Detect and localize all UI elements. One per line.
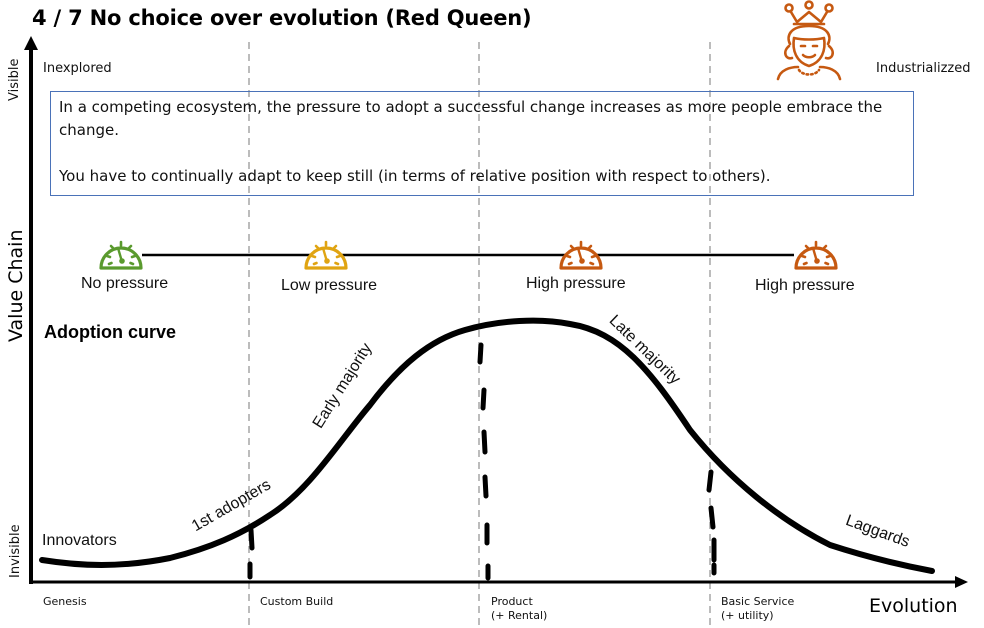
pressure-label-none: No pressure: [81, 275, 169, 292]
gauge-icon: [97, 234, 145, 274]
x-axis-arrowhead: [955, 576, 968, 588]
stage-basic-service: Basic Service (+ utility): [721, 595, 794, 623]
info-paragraph-2: You have to continually adapt to keep st…: [59, 167, 771, 185]
pressure-label-low: Low pressure: [281, 277, 378, 294]
stage-top-left-label: Inexplored: [43, 61, 112, 76]
gauge-icon: [302, 234, 350, 274]
gauge-icon: [792, 234, 840, 274]
stage-genesis-label: Genesis: [43, 595, 87, 608]
red-queen-icon: [776, 0, 842, 81]
boundary-product: [477, 342, 491, 581]
stage-custom-build: Custom Build: [260, 595, 333, 609]
adoption-curve: [39, 317, 935, 574]
stage-product: Product (+ Rental): [491, 595, 547, 623]
adoption-curve-heading: Adoption curve: [44, 322, 177, 342]
gauge-icon: [557, 234, 605, 274]
gauge-needle: [321, 246, 328, 262]
boundary-1st-adopters: [247, 527, 255, 580]
gauge-needle: [116, 246, 123, 262]
stage-product-sublabel: (+ Rental): [491, 609, 548, 622]
boundary-service: [706, 469, 717, 576]
stage-product-label: Product: [491, 595, 533, 608]
y-axis-arrowhead: [24, 36, 38, 50]
x-axis-title: Evolution: [869, 595, 958, 617]
gauge-needle: [811, 246, 818, 262]
adoption-boundaries: [247, 342, 717, 581]
info-box: In a competing ecosystem, the pressure t…: [50, 91, 914, 196]
stage-genesis: Genesis: [43, 595, 87, 609]
info-paragraph-1: In a competing ecosystem, the pressure t…: [59, 98, 883, 139]
y-axis-top-label: Visible: [7, 58, 22, 101]
page-title: 4 / 7 No choice over evolution (Red Quee…: [32, 6, 532, 30]
pressure-label-high-service: High pressure: [755, 277, 855, 294]
stage-top-right-label: Industrializzed: [876, 61, 971, 76]
stage-basic-service-sublabel: (+ utility): [721, 609, 774, 622]
y-axis-title: Value Chain: [5, 229, 27, 343]
gauge-needle: [576, 246, 583, 262]
stage-basic-service-label: Basic Service: [721, 595, 795, 608]
y-axis-bottom-label: Invisible: [8, 524, 23, 578]
segment-innovators: Innovators: [42, 532, 117, 549]
stage-custom-build-label: Custom Build: [260, 595, 334, 608]
pressure-label-high-product: High pressure: [526, 275, 626, 292]
